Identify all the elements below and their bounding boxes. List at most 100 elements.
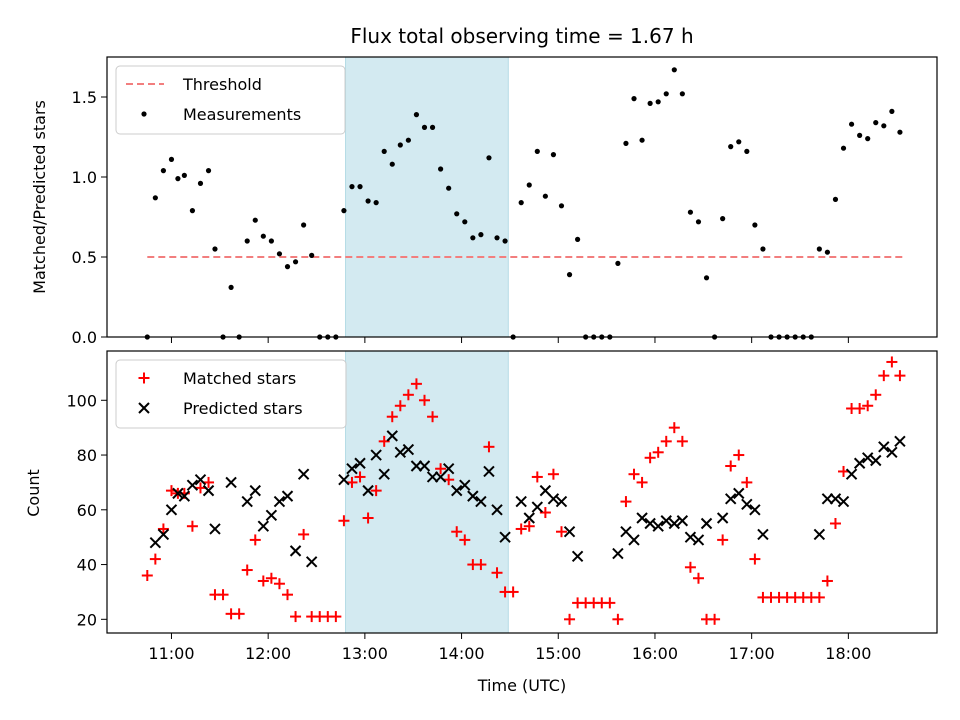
predicted-stars-point: [725, 493, 737, 505]
x-b: [660, 515, 672, 527]
x-b: [563, 525, 576, 538]
x-b: [305, 556, 318, 568]
legend-box: [115, 359, 347, 429]
matched-stars-point: [515, 523, 527, 535]
matched-stars-point: [523, 520, 535, 532]
matched-stars-point: [692, 572, 704, 584]
legend-box: [115, 65, 346, 135]
x-b: [757, 528, 769, 541]
predicted-stars-point: [370, 449, 382, 461]
matched-stars-point: [203, 476, 215, 488]
predicted-stars-point: [483, 465, 495, 478]
x-b: [531, 501, 544, 513]
x-axis-label: Time (UTC): [477, 676, 566, 695]
x-b: [186, 479, 199, 491]
matched-stars-point: [862, 400, 874, 412]
matched-stars-point: [386, 411, 398, 423]
predicted-stars-point: [676, 515, 689, 527]
matched-stars-point: [459, 534, 471, 546]
matched-stars-point: [684, 561, 696, 573]
measurement-point: [526, 182, 532, 188]
matched-stars-point: [186, 520, 198, 532]
predicted-stars-point: [628, 534, 640, 546]
x-b: [451, 484, 463, 497]
matched-stars-point: [443, 474, 455, 486]
x-b: [157, 528, 170, 541]
x-b: [418, 460, 431, 472]
matched-stars-point: [628, 468, 640, 480]
x-b: [878, 441, 890, 453]
x-b: [668, 517, 681, 530]
predicted-stars-point: [249, 484, 261, 497]
x-b: [684, 531, 697, 543]
x-b: [499, 531, 511, 543]
bottom-highlight-span: [345, 350, 509, 634]
measurement-point: [623, 140, 629, 146]
x-b: [172, 487, 184, 500]
matched-stars-point: [564, 613, 576, 625]
predicted-stars-point: [209, 523, 221, 535]
matched-stars-point: [652, 446, 664, 458]
matched-stars-point: [604, 597, 616, 609]
matched-stars-point: [813, 591, 825, 603]
x-b: [297, 468, 310, 480]
x-b: [716, 512, 729, 524]
measurement-point: [575, 236, 581, 242]
predicted-stars-point: [563, 525, 576, 538]
predicted-stars-point: [186, 479, 199, 491]
matched-stars-point: [838, 465, 850, 477]
x-b: [249, 484, 261, 497]
top-y-axis-label: Matched/Predicted stars: [30, 100, 49, 294]
measurement-point: [181, 172, 187, 178]
predicted-stars-point: [281, 490, 294, 502]
matched-stars-point: [298, 528, 310, 540]
predicted-stars-point: [894, 435, 906, 448]
x-b: [483, 465, 495, 478]
x-b: [225, 476, 237, 489]
x-b: [555, 495, 568, 508]
measurement-point: [284, 264, 291, 270]
predicted-stars-point: [338, 473, 350, 486]
measurement-point: [260, 233, 266, 239]
matched-stars-point: [668, 422, 680, 434]
x-b: [733, 487, 745, 500]
matched-stars-point: [233, 608, 245, 620]
x-tick-label: 13:00: [342, 644, 388, 663]
bottom-y-tick-label: 20: [77, 610, 97, 629]
matched-stars-point: [475, 559, 487, 571]
measurement-point: [309, 252, 315, 258]
x-tick-label: 12:00: [245, 644, 291, 663]
predicted-stars-point: [418, 460, 431, 472]
predicted-stars-point: [442, 463, 455, 475]
x-b: [571, 550, 584, 563]
measurement-point: [470, 235, 476, 241]
predicted-stars-point: [386, 430, 398, 442]
measurement-point: [205, 168, 212, 174]
matched-stars-point: [878, 370, 890, 382]
top-y-tick-label: 1.5: [72, 88, 97, 107]
x-b: [652, 520, 664, 532]
x-b: [178, 490, 191, 502]
predicted-stars-point: [289, 545, 302, 557]
x-b: [853, 457, 866, 469]
x-b: [886, 446, 898, 459]
measurement-point: [631, 96, 637, 102]
predicted-stars-point: [870, 454, 882, 467]
predicted-stars-point: [829, 493, 842, 505]
x-b: [692, 534, 705, 546]
measurement-point: [341, 208, 347, 214]
predicted-stars-point: [644, 517, 656, 530]
predicted-stars-point: [555, 495, 568, 508]
predicted-stars-point: [202, 484, 215, 497]
measurement-point: [357, 184, 363, 190]
x-b: [273, 495, 286, 508]
measurement-point: [405, 137, 411, 143]
measurement-point: [446, 185, 452, 191]
ratio-panel: 0.0 0.5 1.0 1.5 Threshold Measurements: [72, 56, 938, 347]
measurement-point: [381, 148, 387, 154]
measurement-point: [824, 249, 831, 255]
predicted-stars-point: [451, 484, 463, 497]
measurement-point: [197, 180, 204, 186]
predicted-stars-point: [257, 520, 270, 532]
bottom-y-tick-label: 40: [77, 556, 97, 575]
